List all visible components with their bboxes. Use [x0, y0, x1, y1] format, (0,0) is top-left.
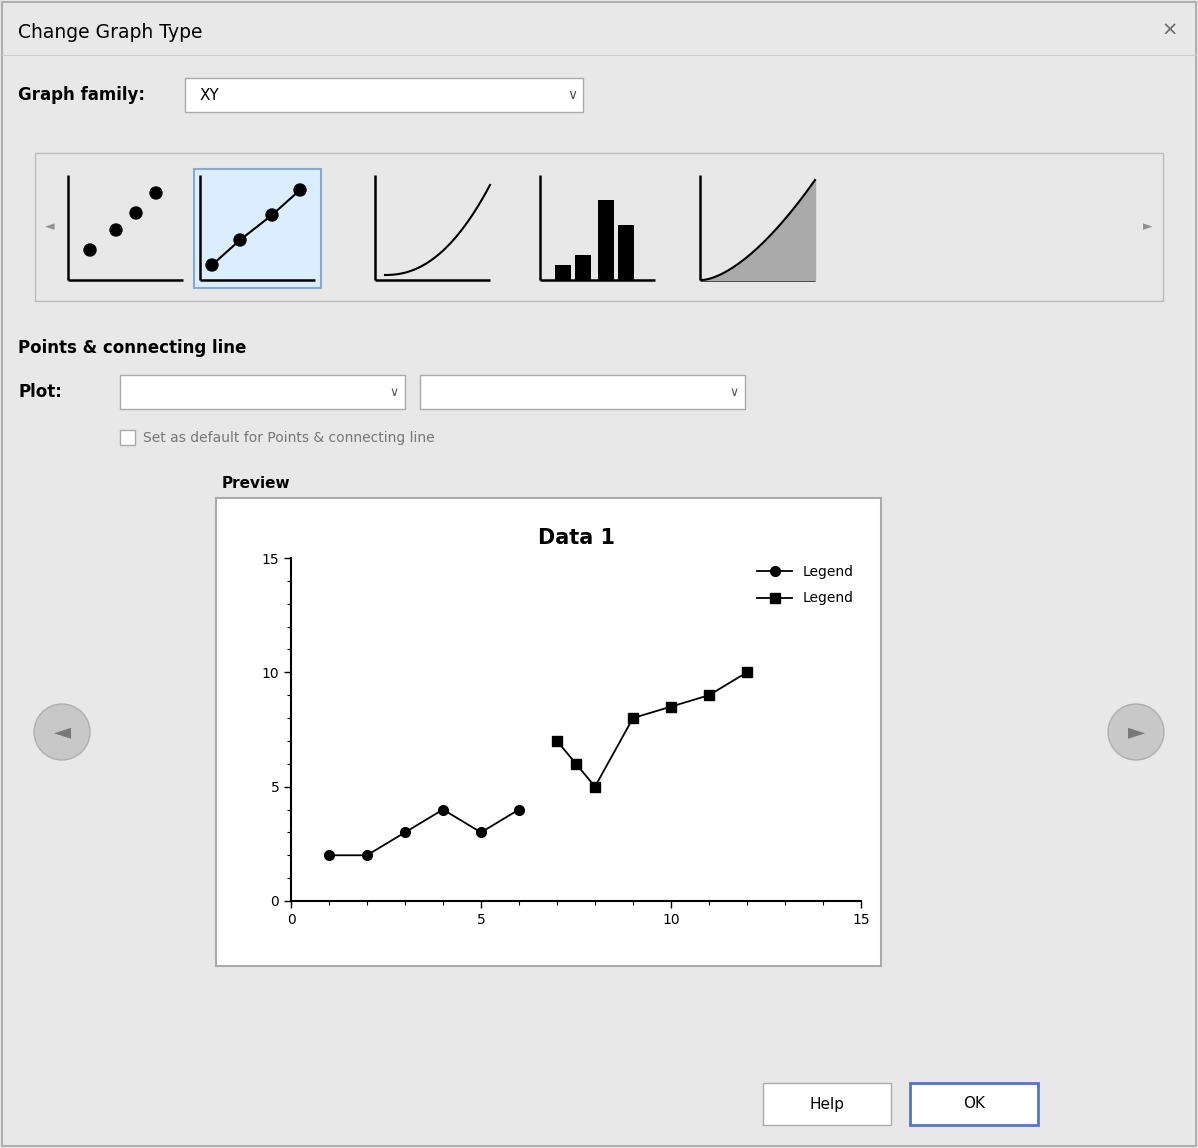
Bar [618, 225, 634, 280]
Circle shape [294, 184, 305, 196]
Legend: (12, 10): (12, 10) [740, 666, 755, 680]
Bar [120, 430, 135, 445]
Title: Data 1: Data 1 [538, 528, 615, 548]
Legend: (4, 4): (4, 4) [436, 802, 450, 816]
Legend: (7.5, 6): (7.5, 6) [569, 757, 583, 770]
Text: Help: Help [810, 1096, 845, 1111]
Legend: Legend, Legend: Legend, Legend [757, 565, 854, 605]
Text: ►: ► [1143, 220, 1152, 233]
Circle shape [110, 224, 122, 236]
Text: OK: OK [963, 1096, 985, 1111]
Circle shape [1108, 704, 1164, 760]
Legend: (1, 2): (1, 2) [322, 848, 337, 862]
FancyBboxPatch shape [763, 1083, 891, 1125]
Legend: (7, 7): (7, 7) [550, 734, 564, 747]
Text: ∨: ∨ [567, 88, 577, 102]
Circle shape [266, 209, 278, 222]
Text: Graph family:: Graph family: [18, 86, 145, 104]
Legend: (2, 2): (2, 2) [359, 848, 374, 862]
Text: Plot:: Plot: [18, 383, 62, 401]
Circle shape [34, 704, 90, 760]
Circle shape [84, 245, 96, 256]
Legend: (8, 5): (8, 5) [588, 779, 603, 793]
Legend: (6, 4): (6, 4) [512, 802, 526, 816]
Text: ∨: ∨ [389, 386, 399, 398]
Legend: (11, 9): (11, 9) [702, 689, 716, 703]
FancyBboxPatch shape [194, 169, 321, 288]
FancyBboxPatch shape [35, 153, 1163, 301]
Circle shape [234, 234, 246, 246]
Bar [598, 200, 615, 280]
FancyBboxPatch shape [216, 498, 881, 965]
Text: ◄: ◄ [54, 722, 71, 742]
Circle shape [150, 187, 162, 199]
Text: ∨: ∨ [730, 386, 738, 398]
Circle shape [206, 259, 218, 271]
FancyBboxPatch shape [420, 375, 745, 409]
Legend: (9, 8): (9, 8) [625, 711, 640, 724]
Text: Points & connecting line: Points & connecting line [18, 339, 247, 357]
Text: ►: ► [1127, 722, 1144, 742]
Line: Legend: Legend [325, 805, 524, 860]
Legend: (10, 8.5): (10, 8.5) [664, 700, 678, 714]
Text: Preview: Preview [222, 475, 291, 490]
Line: Legend: Legend [552, 667, 752, 791]
Text: XY: XY [200, 87, 219, 102]
Text: ◄: ◄ [46, 220, 55, 233]
FancyBboxPatch shape [120, 375, 405, 409]
FancyBboxPatch shape [910, 1083, 1037, 1125]
Text: Change Graph Type: Change Graph Type [18, 23, 202, 41]
Text: Set as default for Points & connecting line: Set as default for Points & connecting l… [143, 430, 435, 445]
Text: ×: × [1162, 21, 1178, 39]
FancyBboxPatch shape [184, 78, 583, 113]
Legend: (5, 3): (5, 3) [474, 825, 489, 839]
Bar [555, 265, 571, 280]
Legend: (3, 3): (3, 3) [398, 825, 412, 839]
Circle shape [131, 207, 143, 219]
Bar [575, 255, 591, 280]
